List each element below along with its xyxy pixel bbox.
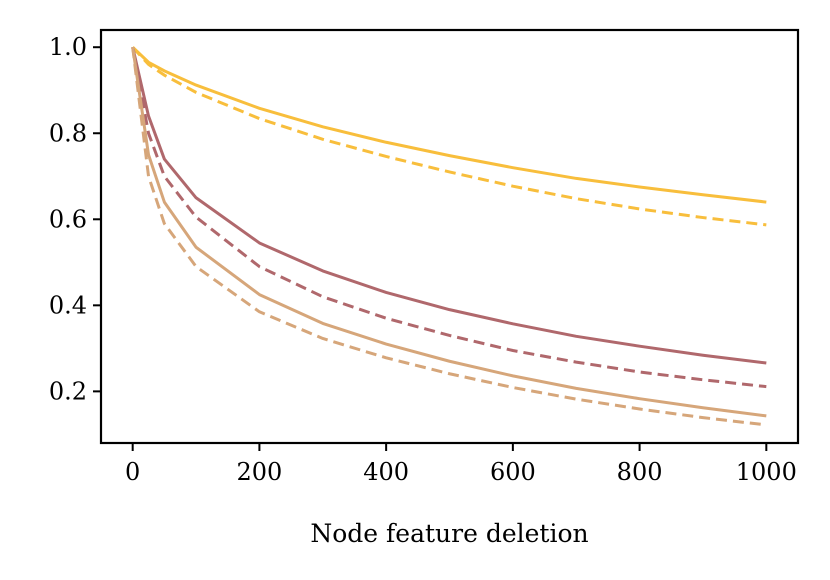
plot-frame xyxy=(99,28,800,445)
series-line-3 xyxy=(131,46,767,365)
x-tick-label: 200 xyxy=(237,458,283,486)
y-axis: 0.2 0.4 0.6 0.8 1.0 xyxy=(49,33,101,405)
x-tick-label: 600 xyxy=(490,458,536,486)
x-tick-label: 1000 xyxy=(736,458,797,486)
x-tick-label: 400 xyxy=(363,458,409,486)
x-tick-label: 800 xyxy=(617,458,663,486)
x-tick-label: 0 xyxy=(125,458,140,486)
series-line-2 xyxy=(131,46,767,227)
series-line-5 xyxy=(131,46,767,418)
y-tick-label: 0.4 xyxy=(49,291,87,319)
series-line-1 xyxy=(131,46,767,204)
x-axis: 0 200 400 600 800 1000 xyxy=(125,443,797,486)
series-lines xyxy=(131,46,767,427)
y-tick-label: 0.2 xyxy=(49,377,87,405)
y-tick-label: 0.6 xyxy=(49,205,87,233)
y-tick-label: 0.8 xyxy=(49,119,87,147)
y-tick-label: 1.0 xyxy=(49,33,87,61)
series-line-6 xyxy=(131,47,767,427)
x-axis-label: Node feature deletion xyxy=(310,519,588,548)
